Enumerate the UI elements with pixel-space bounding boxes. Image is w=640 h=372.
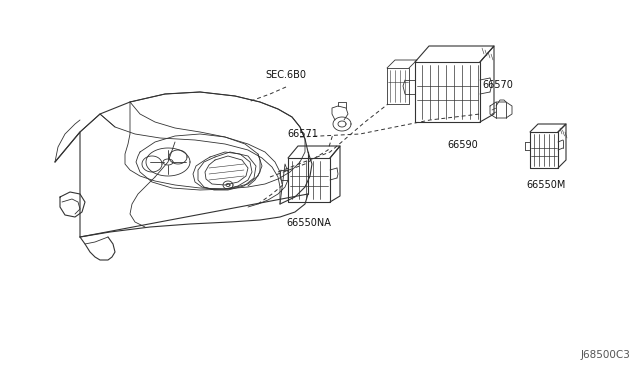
Text: 66570: 66570	[483, 80, 513, 90]
Text: 66550NA: 66550NA	[287, 218, 332, 228]
Text: 66590: 66590	[447, 140, 477, 150]
Text: 66571: 66571	[287, 129, 318, 139]
Text: J68500C3: J68500C3	[580, 350, 630, 360]
Text: 66550M: 66550M	[526, 180, 566, 190]
Text: SEC.6B0: SEC.6B0	[266, 70, 307, 80]
